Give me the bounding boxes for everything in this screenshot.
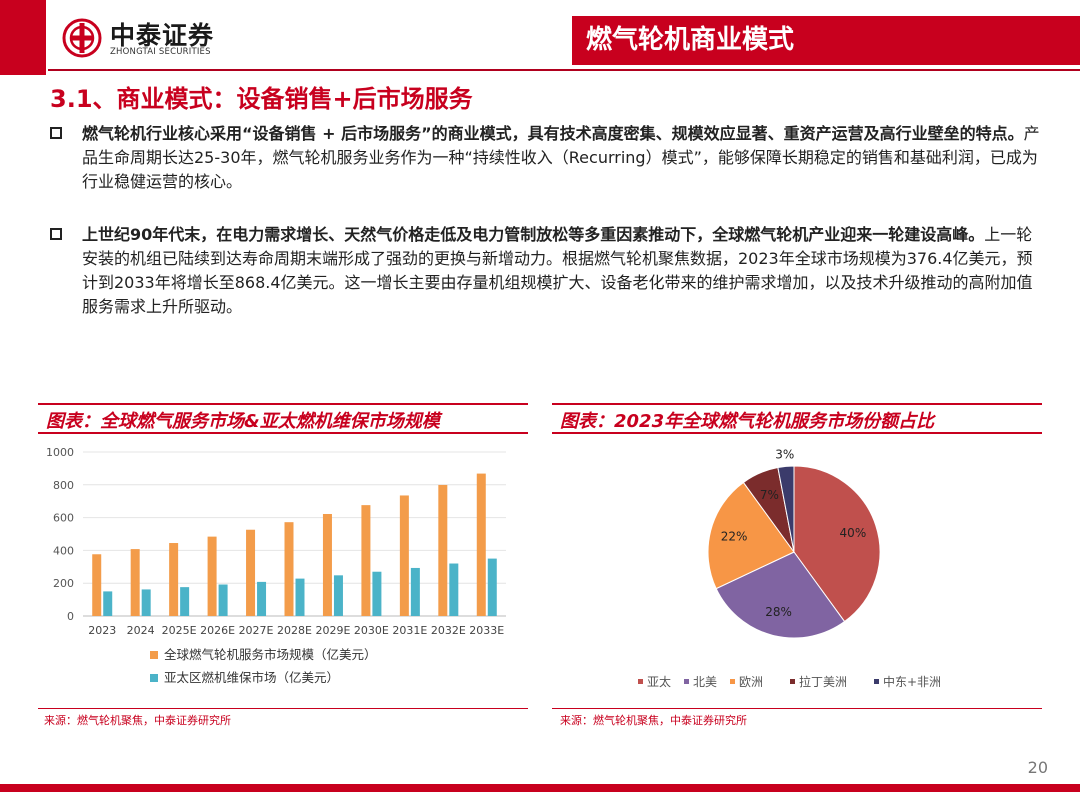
bar-global — [322, 513, 332, 616]
bar-apac — [257, 581, 267, 616]
paragraph-2-bold: 上世纪90年代末，在电力需求增长、天然气价格走低及电力管制放松等多重因素推动下，… — [82, 225, 985, 244]
slide-title: 燃气轮机商业模式 — [572, 16, 1080, 65]
x-tick-label: 2030E — [354, 624, 389, 637]
x-tick-label: 2024 — [127, 624, 155, 637]
header-rule — [48, 69, 1080, 71]
legend-swatch — [150, 651, 158, 659]
pie-slice — [777, 465, 795, 553]
x-tick-label: 2026E — [200, 624, 235, 637]
section-title: 3.1、商业模式：设备销售+后市场服务 — [50, 85, 473, 113]
x-tick-label: 2032E — [431, 624, 466, 637]
footer-bar — [0, 784, 1080, 792]
legend-label: 北美 — [693, 675, 717, 689]
caption-bottom-rule — [552, 432, 1042, 434]
checkbox-bullet-icon — [50, 127, 62, 139]
x-tick-label: 2029E — [315, 624, 350, 637]
x-tick-label: 2028E — [277, 624, 312, 637]
bullet-paragraph-2: 上世纪90年代末，在电力需求增长、天然气价格走低及电力管制放松等多重因素推动下，… — [50, 223, 1040, 319]
bullet-paragraph-1: 燃气轮机行业核心采用“设备销售 + 后市场服务”的商业模式，具有技术高度密集、规… — [50, 122, 1040, 194]
legend-label: 欧洲 — [739, 675, 763, 689]
x-tick-label: 2025E — [162, 624, 197, 637]
bar-global — [438, 484, 448, 616]
bar-chart: 0 200 400 600 800 1000 2023 2024 2025E 2026E 2027E… — [46, 446, 506, 685]
pie-data-label: 28% — [765, 605, 792, 619]
bar-apac — [141, 589, 151, 616]
pie-data-label: 40% — [840, 526, 867, 540]
legend-swatch — [730, 679, 735, 684]
y-tick-label: 800 — [53, 479, 74, 492]
pie-chart-source: 来源：燃气轮机聚焦，中泰证券研究所 — [560, 714, 747, 727]
legend-label: 全球燃气轮机服务市场规模（亿美元） — [164, 647, 377, 662]
bar-global — [92, 554, 102, 616]
bar-chart-caption: 图表：全球燃气服务市场&亚太燃机维保市场规模 — [46, 411, 440, 432]
company-name-cn: 中泰证券 — [110, 21, 215, 50]
pie-chart: 40% 28% 22% 7% 3% 亚太 北美 欧洲 拉丁美洲 中东+非洲 — [638, 447, 941, 689]
bar-global — [284, 522, 294, 616]
bar-chart-source: 来源：燃气轮机聚焦，中泰证券研究所 — [44, 714, 231, 727]
bar-apac — [449, 563, 459, 616]
bar-global — [246, 529, 256, 616]
pie-slice — [707, 481, 795, 590]
x-tick-label: 2027E — [239, 624, 274, 637]
x-tick-label: 2031E — [392, 624, 427, 637]
bar-apac — [372, 571, 382, 616]
pie-slice — [715, 551, 846, 639]
header-accent-block — [0, 0, 46, 75]
legend-swatch — [684, 679, 689, 684]
legend-swatch — [638, 679, 643, 684]
bar-global — [130, 549, 140, 616]
caption-top-rule — [38, 403, 528, 405]
source-rule — [552, 708, 1042, 709]
legend-label: 中东+非洲 — [883, 674, 941, 689]
legend-label: 拉丁美洲 — [799, 674, 847, 689]
bar-apac — [333, 575, 343, 616]
legend-label: 亚太 — [647, 674, 671, 689]
legend-label: 亚太区燃机维保市场（亿美元） — [164, 670, 339, 685]
bar-global — [207, 536, 217, 616]
bar-global — [169, 543, 179, 616]
bar-apac — [180, 587, 190, 616]
company-name-en: ZHONGTAI SECURITIES — [110, 47, 211, 57]
bar-apac — [103, 591, 113, 616]
pie-chart-caption: 图表：2023年全球燃气轮机服务市场份额占比 — [560, 411, 935, 432]
bar-apac — [218, 584, 228, 616]
source-rule — [38, 708, 528, 709]
legend-swatch — [150, 674, 158, 682]
bar-global — [476, 473, 486, 616]
caption-bottom-rule — [38, 432, 528, 434]
legend-swatch — [874, 679, 879, 684]
bar-apac — [410, 567, 420, 616]
pie-slice — [793, 465, 881, 623]
y-tick-label: 400 — [53, 544, 74, 557]
checkbox-bullet-icon — [50, 228, 62, 240]
company-logo-icon — [62, 18, 102, 58]
paragraph-1-text: 产品生命周期长达25-30年，燃气轮机服务业务作为一种“持续性收入（Recurr… — [82, 124, 1040, 191]
page-number: 20 — [1027, 758, 1048, 777]
paragraph-1-bold: 燃气轮机行业核心采用“设备销售 + 后市场服务”的商业模式，具有技术高度密集、规… — [82, 124, 1024, 143]
pie-data-label: 22% — [721, 530, 748, 544]
y-tick-label: 200 — [53, 577, 74, 590]
bar-global — [361, 505, 371, 616]
y-tick-label: 600 — [53, 512, 74, 525]
y-tick-label: 1000 — [46, 446, 74, 459]
y-tick-label: 0 — [67, 610, 74, 623]
bar-apac — [487, 558, 497, 616]
x-tick-label: 2033E — [469, 624, 504, 637]
legend-swatch — [790, 679, 795, 684]
caption-top-rule — [552, 403, 1042, 405]
bar-apac — [295, 578, 305, 616]
pie-data-label: 3% — [775, 447, 794, 461]
x-tick-label: 2023 — [88, 624, 116, 637]
pie-data-label: 7% — [760, 488, 779, 502]
paragraph-2-text: 上一轮安装的机组已陆续到达寿命周期末端形成了强劲的更换与新增动力。根据燃气轮机聚… — [82, 225, 1033, 316]
bar-global — [399, 495, 409, 616]
